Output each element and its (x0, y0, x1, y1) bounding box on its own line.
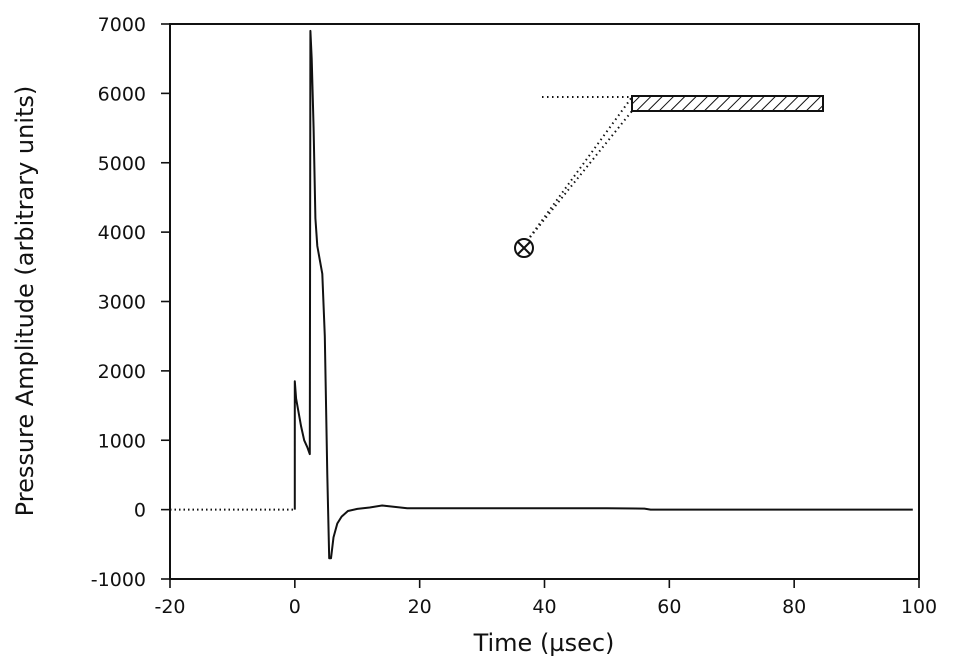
series-layer (170, 29, 913, 560)
pressure-waveform-line (293, 29, 913, 560)
y-tick-label: 7000 (98, 14, 146, 36)
y-tick-labels: -1000 0 1000 2000 3000 4000 5000 6000 7000 (91, 14, 146, 591)
inset-ray-upper (526, 96, 633, 242)
y-tick-label: 2000 (98, 361, 146, 383)
y-tick-label: 3000 (98, 292, 146, 314)
hatched-plate (631, 95, 824, 112)
y-tick-label: 0 (134, 500, 146, 522)
x-tick-label: 0 (289, 596, 301, 618)
x-axis-label: Time (µsec) (473, 629, 615, 657)
y-tick-label: 4000 (98, 222, 146, 244)
x-tick-label: 20 (408, 596, 432, 618)
y-tick-label: -1000 (91, 569, 146, 591)
inset-ray-lower (526, 110, 633, 242)
y-axis-label: Pressure Amplitude (arbitrary units) (11, 86, 39, 517)
x-tick-label: 80 (782, 596, 806, 618)
y-tick-label: 6000 (98, 83, 146, 105)
inset-diagram (514, 95, 824, 258)
x-tick-label: 60 (657, 596, 681, 618)
y-tick-label: 1000 (98, 430, 146, 452)
x-tick-labels: -20 0 20 40 60 80 100 (154, 596, 937, 618)
x-tick-label: -20 (154, 596, 185, 618)
axis-ticks (161, 23, 920, 588)
circle-with-x-icon (514, 238, 534, 258)
y-tick-label: 5000 (98, 153, 146, 175)
x-tick-label: 40 (532, 596, 556, 618)
x-tick-label: 100 (901, 596, 937, 618)
